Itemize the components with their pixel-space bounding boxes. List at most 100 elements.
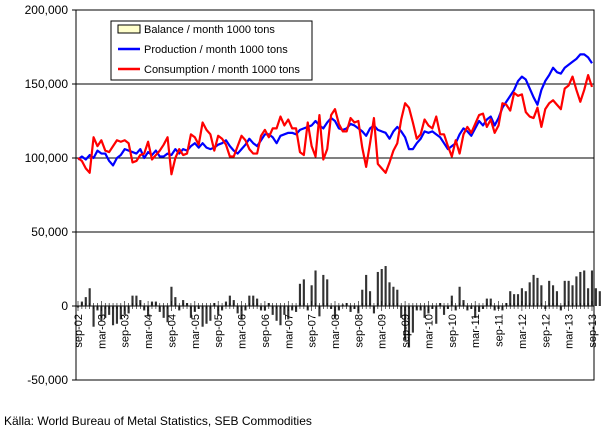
balance-bar [450,295,453,306]
balance-bar [201,306,204,327]
balance-bar [279,306,282,326]
x-tick-label: mar-10 [423,314,435,349]
balance-bar [532,274,535,306]
balance-bar [127,306,130,314]
balance-bar [442,306,446,315]
balance-bar [435,306,438,324]
balance-bar [520,288,523,306]
x-tick-label: mar-12 [517,314,529,349]
balance-bar [376,271,379,306]
x-tick-label: mar-06 [237,314,249,349]
balance-bar [100,306,103,321]
x-tick-label: sep-06 [260,314,272,348]
legend-label-consumption: Consumption / month 1000 tons [144,64,300,76]
balance-bar [298,283,302,306]
balance-bar [571,285,574,306]
balance-bar [396,289,399,306]
legend-swatch-balance [117,24,141,34]
y-tick-label: 150,000 [25,77,69,91]
balance-bar [485,298,488,306]
x-tick-label: sep-08 [353,314,365,348]
balance-bar [384,266,387,306]
balance-bar [326,279,329,306]
balance-bar [474,306,477,318]
x-tick-label: sep-12 [540,314,552,348]
balance-bar [287,306,290,320]
balance-bar [536,277,539,306]
x-axis-labels: sep-02 mar-03 sep-03 mar-04 sep-04 mar-05 sep-… [73,314,599,349]
balance-bar [509,291,512,306]
y-tick-label: 200,000 [25,3,69,17]
balance-bar [302,279,305,306]
balance-bar [271,306,274,315]
y-tick-label: 0 [61,299,68,313]
balance-bar [400,306,403,318]
balance-bar [283,306,286,315]
x-tick-label: sep-07 [307,314,319,348]
balance-bar [88,288,91,306]
balance-bar [236,306,239,314]
balance-bar [189,306,192,318]
balance-bar [318,306,321,317]
balance-bar [563,280,566,306]
balance-bar [131,295,134,306]
x-tick-label: mar-04 [143,314,155,349]
y-tick-label: 50,000 [31,225,68,239]
balance-bar [111,306,115,326]
legend-box [110,20,313,81]
balance-bar [458,286,461,306]
source-note: Källa: World Bureau of Metal Statistics,… [4,414,312,428]
x-tick-label: mar-03 [96,314,108,349]
balance-bar [372,306,376,314]
balance-bar [489,298,492,306]
balance-bar [392,286,395,306]
balance-bar [174,297,177,306]
balance-bar [240,306,243,320]
balance-bar [567,280,570,306]
balance-bar [388,282,391,306]
legend-label-production: Production / month 1000 tons [144,44,288,56]
balance-bar [104,306,107,318]
balance-bar [252,295,255,306]
balance-bar [513,294,516,306]
balance-bar [516,294,520,306]
balance-bar [248,295,251,306]
x-tick-label: sep-02 [73,314,85,348]
balance-bar [548,280,551,306]
balance-bar [170,286,173,306]
balance-bar [551,285,555,306]
y-tick-label: 100,000 [25,151,69,165]
production-line [77,53,593,167]
x-tick-label: sep-09 [400,314,412,348]
balance-bar [135,295,138,306]
balance-bar [598,291,601,306]
balance-bar [579,271,582,306]
balance-bar [594,288,597,306]
balance-bar [524,291,527,306]
legend: Balance / month 1000 tons Production / m… [110,20,313,81]
x-axis-ticks [77,301,593,311]
balance-bar [555,291,559,306]
balance-bar [84,297,87,306]
x-tick-label: sep-13 [587,314,599,348]
balance-bar [209,306,212,321]
x-tick-label: sep-11 [494,314,506,347]
x-tick-label: mar-11 [470,314,482,348]
balance-bar [411,306,414,333]
x-tick-label: sep-04 [166,314,178,348]
x-tick-label: sep-03 [120,314,132,348]
balance-bar [314,270,317,306]
balance-bar [365,274,368,306]
balance-bar [590,270,594,306]
balance-bar [205,306,208,324]
x-tick-label: mar-07 [283,314,295,349]
legend-label-balance: Balance / month 1000 tons [144,24,275,36]
balance-bar [583,270,586,306]
balance-bar [92,306,95,327]
balance-bar [404,306,407,341]
balance-bar [322,274,325,306]
y-tick-label: -50,000 [27,373,68,387]
balance-bar [147,306,150,317]
balance-bar [275,306,278,321]
